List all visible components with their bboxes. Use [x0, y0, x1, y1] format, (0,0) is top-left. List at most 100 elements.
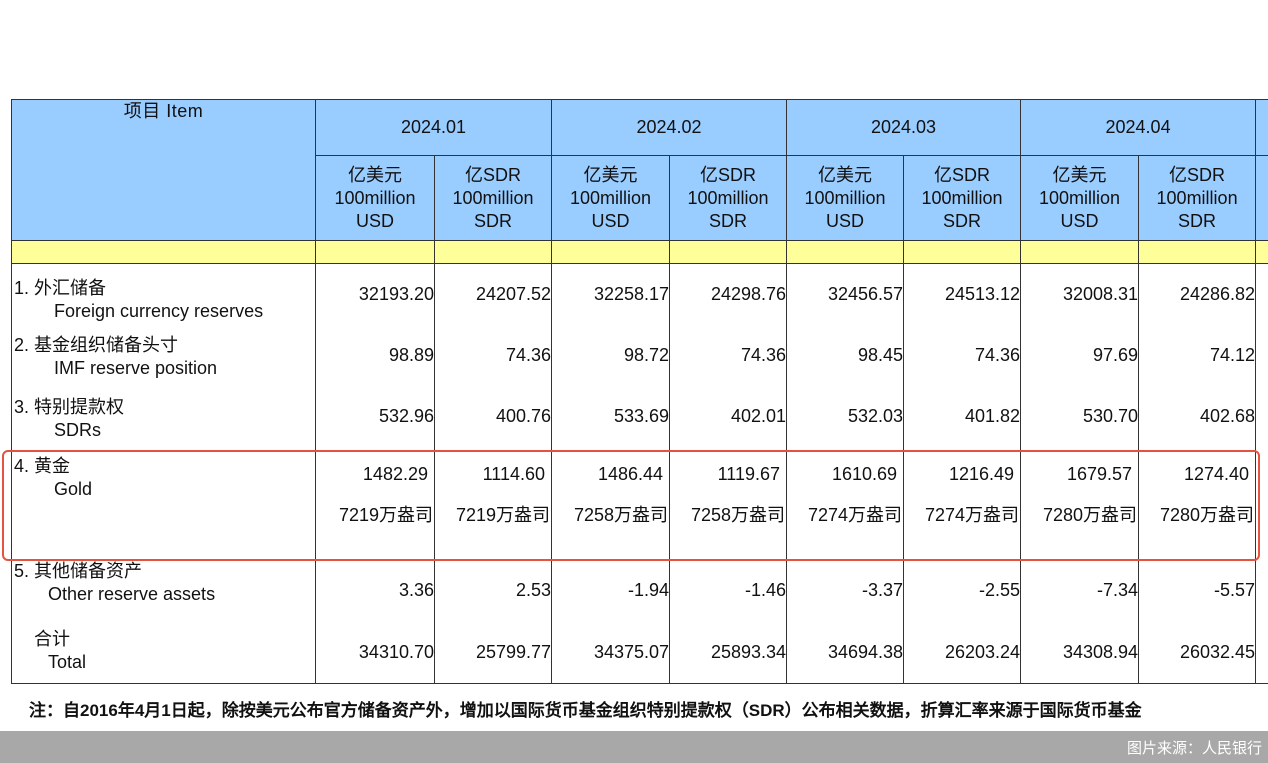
value-cell: 530.70 — [1020, 385, 1140, 447]
footer-bar: 图片来源：人民银行 — [0, 731, 1268, 763]
value-cell: 26032.45 — [1138, 621, 1257, 684]
cut-cell — [1255, 385, 1268, 447]
table-row: 合计 Total 34310.70 25799.77 34375.07 25893.34 3… — [11, 621, 1268, 684]
table-row: 2. 基金组织储备头寸 IMF reserve position 98.89 74.3… — [11, 324, 1268, 386]
value-cell: 401.82 — [903, 385, 1022, 447]
row-label: 3. 特别提款权 SDRs — [11, 385, 316, 447]
unit-sdr-header: 亿SDR 100million SDR — [1138, 155, 1257, 241]
value-cell: 1679.57 7280万盎司 — [1020, 446, 1140, 560]
value-cell: 24207.52 — [433, 263, 553, 325]
gold-value: 1610.69 — [831, 463, 898, 484]
reserves-table: 项目 Item 2024.01 2024.02 2024.03 2024.04 … — [11, 99, 1268, 684]
value-cell: 26203.24 — [903, 621, 1022, 684]
value-cell: 34694.38 — [786, 621, 905, 684]
gold-ounces: 7219万盎司 — [455, 504, 551, 525]
gold-ounces: 7258万盎司 — [690, 504, 786, 525]
value-cell: 74.12 — [1138, 324, 1257, 386]
image-source: 图片来源：人民银行 — [1126, 740, 1262, 757]
value-cell: 74.36 — [669, 324, 788, 386]
value-cell: 532.96 — [315, 385, 435, 447]
value-cell: 34310.70 — [315, 621, 435, 684]
gold-ounces: 7274万盎司 — [807, 504, 903, 525]
item-header: 项目 Item — [11, 99, 316, 241]
value-cell: 1486.44 7258万盎司 — [551, 446, 671, 560]
value-cell: 74.36 — [433, 324, 553, 386]
row-label-en: SDRs — [54, 419, 102, 440]
unit-header-cut — [1255, 155, 1268, 241]
value-cell: 1119.67 7258万盎司 — [669, 446, 788, 560]
value-cell: 97.69 — [1020, 324, 1140, 386]
row-label-cn: 3. 特别提款权 — [14, 396, 125, 417]
period-header-cut — [1255, 99, 1268, 156]
table-row: 4. 黄金 Gold 1482.29 7219万盎司 1114.60 7219万盎司 148… — [11, 446, 1268, 560]
value-cell: 3.36 — [315, 559, 435, 622]
gold-value: 1216.49 — [948, 463, 1015, 484]
value-cell: 402.68 — [1138, 385, 1257, 447]
row-label: 4. 黄金 Gold — [11, 446, 316, 560]
value-cell: 1274.40 7280万盎司 — [1138, 446, 1257, 560]
gold-ounces: 7258万盎司 — [573, 504, 669, 525]
period-header: 2024.04 — [1020, 99, 1257, 156]
cut-cell — [1255, 621, 1268, 684]
unit-sdr-header: 亿SDR 100million SDR — [903, 155, 1022, 241]
value-cell: 2.53 — [433, 559, 553, 622]
row-label-cn: 合计 — [34, 628, 70, 649]
row-label-cn: 5. 其他储备资产 — [14, 560, 143, 581]
value-cell: -1.46 — [669, 559, 788, 622]
value-cell: 1482.29 7219万盎司 — [315, 446, 435, 560]
row-label-en: IMF reserve position — [54, 357, 218, 378]
unit-usd-header: 亿美元 100million USD — [1020, 155, 1140, 241]
value-cell: 532.03 — [786, 385, 905, 447]
period-header: 2024.02 — [551, 99, 788, 156]
gold-ounces: 7280万盎司 — [1043, 504, 1138, 525]
table-row: 3. 特别提款权 SDRs 532.96 400.76 533.69 402.01 532.… — [11, 385, 1268, 447]
row-label-cn: 1. 外汇储备 — [14, 278, 107, 298]
value-cell: 32008.31 — [1020, 263, 1140, 325]
row-label-en: Foreign currency reserves — [54, 301, 264, 321]
period-header: 2024.01 — [314, 99, 553, 156]
yellow-spacer-row — [11, 240, 1268, 264]
value-cell: 98.72 — [551, 324, 671, 386]
row-label-en: Gold — [54, 478, 93, 499]
unit-sdr-header: 亿SDR 100million SDR — [669, 155, 788, 241]
value-cell: 1216.49 7274万盎司 — [903, 446, 1022, 560]
value-cell: 32193.20 — [315, 263, 435, 325]
value-cell: 1114.60 7219万盎司 — [433, 446, 553, 560]
value-cell: 402.01 — [669, 385, 788, 447]
table-row: 5. 其他储备资产 Other reserve assets 3.36 2.53 -1.… — [11, 559, 1268, 622]
cut-cell — [1255, 324, 1268, 386]
value-cell: 74.36 — [903, 324, 1022, 386]
value-cell: -5.57 — [1138, 559, 1257, 622]
row-label: 1. 外汇储备 Foreign currency reserves — [11, 263, 316, 325]
value-cell: 32456.57 — [786, 263, 905, 325]
value-cell: 24513.12 — [903, 263, 1022, 325]
value-cell: 400.76 — [433, 385, 553, 447]
row-label: 5. 其他储备资产 Other reserve assets — [11, 559, 316, 622]
value-cell: 25893.34 — [669, 621, 788, 684]
value-cell: 32258.17 — [551, 263, 671, 325]
gold-value: 1482.29 — [362, 463, 428, 484]
footnote: 注：自2016年4月1日起，除按美元公布官方储备资产外，增加以国际货币基金组织特… — [29, 701, 1142, 720]
row-label-en: Total — [48, 651, 87, 672]
gold-ounces: 7280万盎司 — [1160, 504, 1255, 525]
period-header: 2024.03 — [786, 99, 1022, 156]
gold-value: 1274.40 — [1183, 463, 1250, 484]
gold-value: 1114.60 — [482, 463, 546, 484]
row-label: 合计 Total — [11, 621, 316, 684]
cut-cell — [1255, 446, 1268, 560]
unit-usd-header: 亿美元 100million USD — [551, 155, 671, 241]
value-cell: 25799.77 — [433, 621, 553, 684]
gold-value: 1679.57 — [1066, 463, 1133, 484]
value-cell: 34308.94 — [1020, 621, 1140, 684]
gold-value: 1486.44 — [597, 463, 664, 484]
value-cell: -7.34 — [1020, 559, 1140, 622]
table-row: 1. 外汇储备 Foreign currency reserves 32193.20… — [11, 263, 1268, 325]
value-cell: 98.45 — [786, 324, 905, 386]
gold-ounces: 7219万盎司 — [338, 504, 433, 525]
unit-usd-header: 亿美元 100million USD — [315, 155, 435, 241]
cut-cell — [1255, 263, 1268, 325]
row-label-cn: 4. 黄金 — [14, 455, 71, 476]
value-cell: 24298.76 — [669, 263, 788, 325]
row-label: 2. 基金组织储备头寸 IMF reserve position — [11, 324, 316, 386]
value-cell: 98.89 — [315, 324, 435, 386]
